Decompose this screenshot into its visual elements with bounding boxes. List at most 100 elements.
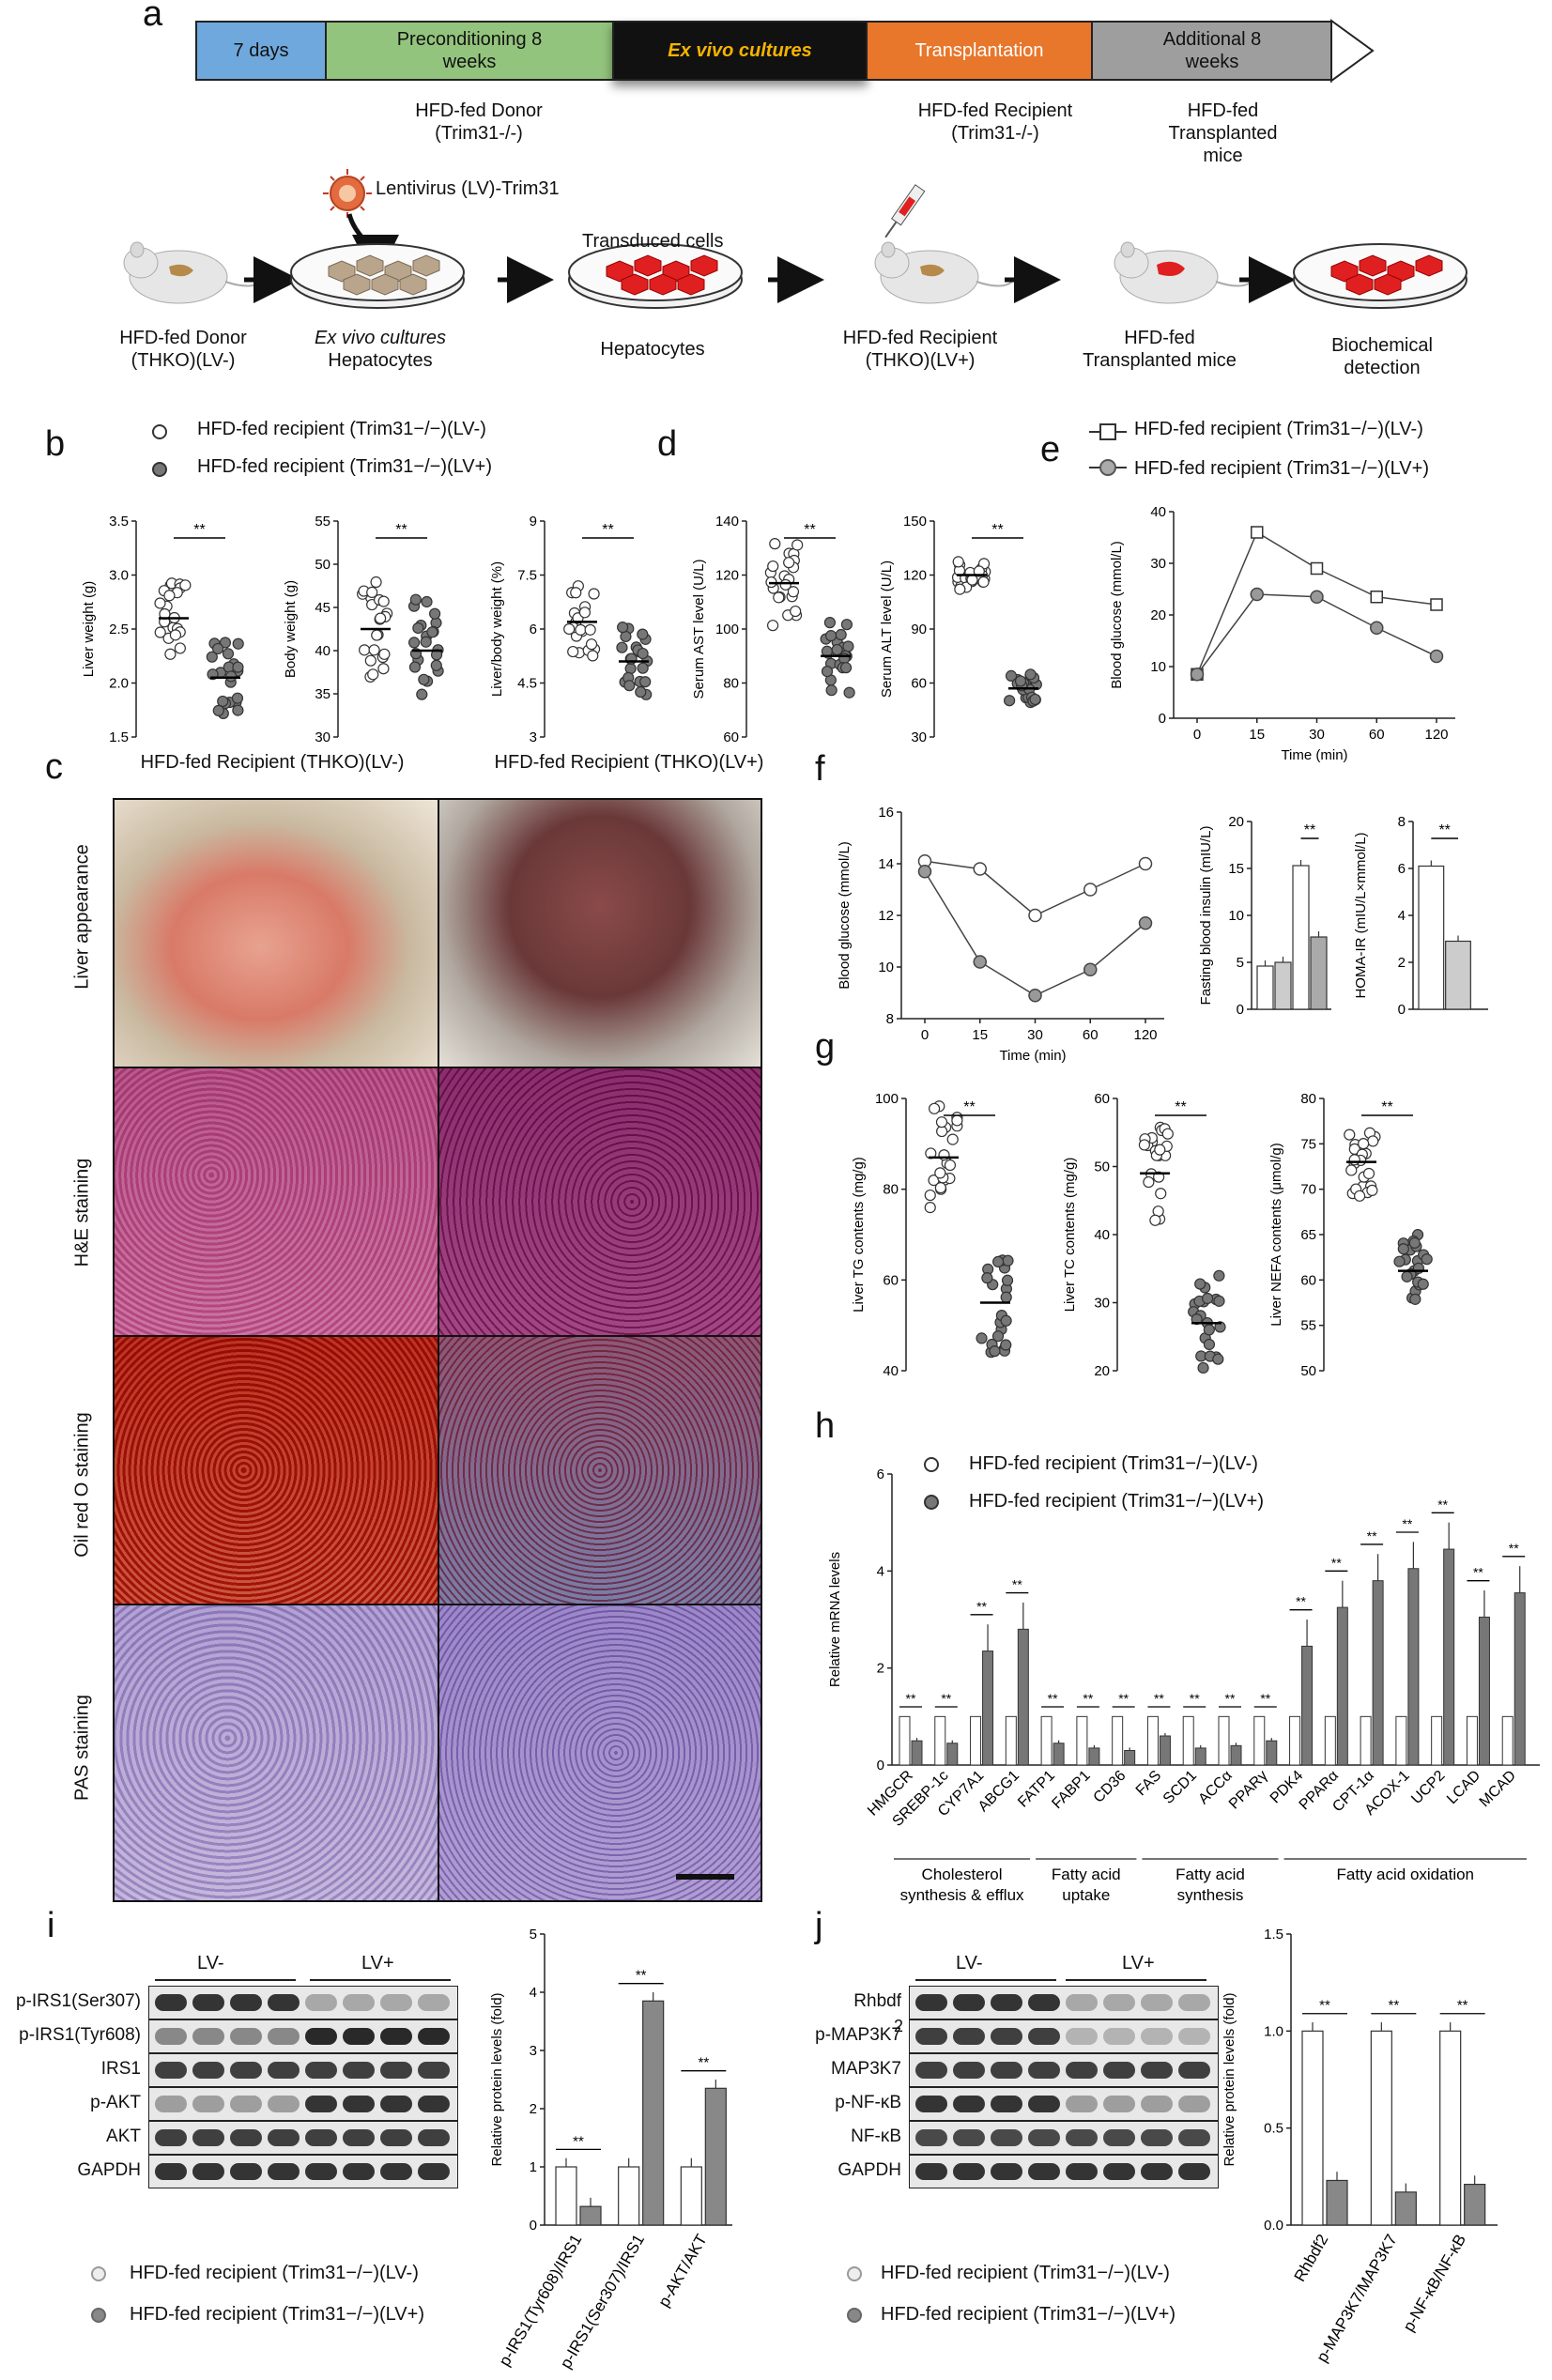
y-tick-label: 150 — [903, 514, 927, 530]
y-tick-label: 55 — [315, 514, 330, 530]
y-tick-label: 4.5 — [517, 676, 537, 692]
blot-band — [418, 2096, 450, 2112]
bar-lvminus — [1182, 1715, 1194, 1766]
blot-band — [1103, 2129, 1135, 2146]
row-label-oil: Oil red O staining — [71, 1412, 93, 1558]
bar-lvminus — [1253, 1715, 1266, 1766]
sig-label: ** — [1457, 1998, 1468, 2014]
data-point — [222, 648, 235, 660]
x-axis-label: Time (min) — [1281, 747, 1347, 763]
y-tick-label: 0 — [877, 1758, 884, 1773]
blot-band — [1178, 2129, 1210, 2146]
bar — [1256, 965, 1274, 1010]
x-tick-label: MCAD — [1477, 1768, 1519, 1810]
data-point — [578, 607, 592, 619]
blot-band — [953, 2129, 985, 2146]
blot-band — [380, 2028, 412, 2045]
data-point — [973, 565, 985, 577]
blot-row — [148, 2053, 458, 2087]
y-axis-label: Fasting blood insulin (mIU/L) — [1198, 826, 1214, 1006]
data-point — [232, 661, 244, 673]
group-label: synthesis & efflux — [900, 1886, 1024, 1904]
series-line — [924, 870, 1146, 997]
data-point — [981, 1272, 993, 1284]
blot-row-label: p-IRS1(Tyr608) — [19, 2025, 141, 2045]
y-tick-label: 1.5 — [109, 729, 129, 745]
group-label: Fatty acid — [1052, 1866, 1121, 1883]
chart-body-weight: 30 35 40 45 50 55 Body weight (g) ** — [283, 514, 444, 745]
panel-a-letter: a — [143, 0, 163, 34]
panel-c-letter: c — [45, 747, 63, 787]
data-point — [430, 659, 442, 671]
data-point — [1197, 1361, 1209, 1374]
data-point — [1138, 1139, 1150, 1151]
y-tick-label: 30 — [911, 729, 927, 745]
sig-label: ** — [976, 1599, 987, 1614]
data-point — [766, 620, 779, 632]
sig-label: ** — [1402, 1516, 1412, 1531]
bar-lvplus — [1443, 1548, 1455, 1766]
data-point — [575, 623, 587, 636]
dish-hepatocytes-icon — [568, 243, 743, 309]
data-point — [1028, 908, 1042, 923]
chart-protein-i: 0 1 2 3 4 5 Relative protein levels (fold) ** p-… — [489, 1927, 732, 2372]
bar-lvplus — [1372, 1580, 1384, 1766]
sig-label: ** — [636, 1968, 647, 1984]
row-label-pas: PAS staining — [71, 1694, 93, 1802]
y-tick-label: 4 — [1398, 908, 1406, 924]
blot-band — [268, 2163, 300, 2180]
blot-band — [1066, 2163, 1098, 2180]
y-tick-label: 60 — [911, 676, 927, 692]
blot-band — [380, 1994, 412, 2011]
step-3-label: Hepatocytes — [600, 339, 705, 360]
chart-gtt: 0 10 20 30 40 Blood glucose (mmol/L) 0 15 30 60 12… — [1109, 504, 1455, 763]
x-tick-label: 15 — [972, 1027, 988, 1043]
blot-row-label: GAPDH — [77, 2160, 141, 2180]
data-point — [623, 680, 636, 692]
x-tick-label: 15 — [1249, 727, 1265, 743]
blot-band — [155, 2129, 187, 2146]
y-tick-label: 35 — [315, 686, 330, 702]
y-tick-label: 0.5 — [1264, 2121, 1283, 2137]
y-axis-label: Liver TC contents (mg/g) — [1062, 1158, 1078, 1313]
chart-fasting-insulin: 0 5 10 15 20 Fasting blood insulin (mIU/L) ** — [1198, 814, 1331, 1018]
bar-lvminus — [1466, 1715, 1478, 1766]
blot-band — [230, 2129, 262, 2146]
y-tick-label: 6 — [530, 622, 537, 637]
bar-lvplus — [1194, 1747, 1206, 1766]
data-point — [842, 640, 854, 653]
blot-band — [230, 2062, 262, 2079]
data-point — [934, 1167, 946, 1179]
x-tick-label: UCP2 — [1408, 1768, 1448, 1807]
data-point — [966, 574, 978, 586]
data-point — [1362, 1167, 1375, 1180]
data-point — [1201, 1292, 1214, 1305]
blot-band — [1028, 2163, 1060, 2180]
bar-lvminus — [618, 2166, 640, 2226]
sig-label: ** — [1304, 822, 1315, 838]
data-point — [587, 650, 599, 662]
timeline-seg-5-label: Additional 8 weeks — [1162, 29, 1262, 72]
step-2-label: Ex vivo cultures Hepatocytes — [314, 328, 447, 371]
legend-j-lvplus: HFD-fed recipient (Trim31−/−)(LV+) — [881, 2304, 1176, 2325]
data-point — [1000, 1339, 1012, 1351]
data-point — [412, 622, 424, 635]
bar-lvminus — [1395, 1715, 1407, 1766]
data-point — [1001, 1274, 1014, 1286]
legend-i-markers — [91, 2266, 106, 2323]
recipient-label: HFD-fed Recipient (Trim31-/-) — [917, 100, 1073, 144]
x-tick-label: 0 — [921, 1027, 929, 1043]
panel-g-letter: g — [815, 1027, 836, 1067]
sig-label: ** — [1367, 1528, 1377, 1543]
data-point — [1149, 1214, 1161, 1226]
y-tick-label: 0 — [1237, 1002, 1244, 1018]
data-point — [1214, 1321, 1226, 1333]
chart-liver-tc: 20 30 40 50 60 Liver TC contents (mg/g) ** — [1062, 1091, 1226, 1379]
timeline-seg-3: Ex vivo cultures — [612, 21, 868, 81]
y-axis-label: Relative protein levels (fold) — [489, 1992, 505, 2166]
data-point — [779, 578, 791, 591]
bar-lvminus — [1301, 2030, 1324, 2226]
data-point — [976, 1332, 988, 1344]
data-point — [231, 692, 244, 704]
y-tick-label: 70 — [1300, 1182, 1316, 1198]
